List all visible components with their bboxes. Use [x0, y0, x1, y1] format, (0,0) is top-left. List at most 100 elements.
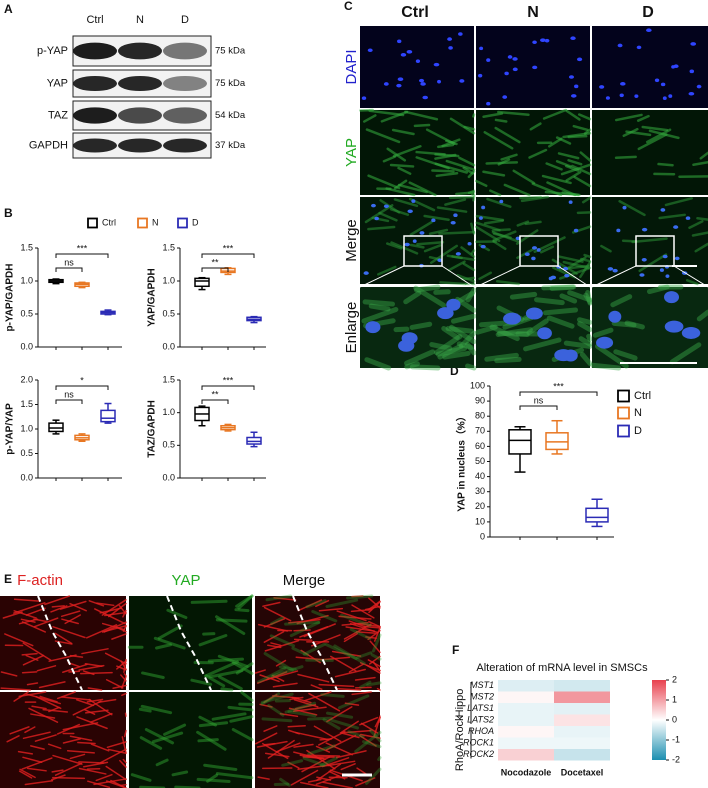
fiber — [153, 636, 186, 650]
nucleus — [568, 200, 573, 204]
fiber — [284, 701, 317, 714]
nucleus — [512, 67, 518, 72]
fiber — [622, 127, 639, 138]
zoom-box — [635, 235, 675, 267]
nucleus — [689, 69, 695, 74]
fiber — [315, 599, 330, 608]
fiber — [369, 640, 381, 654]
fiber — [198, 721, 229, 728]
nucleus — [437, 307, 454, 320]
zoom-line — [441, 265, 475, 288]
fiber — [54, 640, 73, 645]
nucleus — [524, 252, 530, 257]
fiber — [435, 345, 468, 357]
nucleus — [374, 216, 379, 221]
fiber — [325, 734, 357, 751]
fiber — [592, 327, 614, 338]
nucleus — [422, 95, 428, 100]
fiber — [19, 768, 36, 779]
fiber — [22, 654, 45, 666]
fiber — [100, 748, 127, 764]
fiber — [22, 642, 52, 661]
fiber — [197, 738, 219, 743]
fiber — [155, 643, 172, 650]
heatmap-cell — [554, 749, 610, 761]
nucleus — [503, 312, 522, 325]
fiber — [79, 671, 113, 675]
nucleus — [437, 79, 442, 84]
fiber — [4, 633, 34, 647]
fiber — [579, 351, 593, 367]
fiber — [299, 781, 329, 788]
fiber — [368, 303, 391, 312]
fiber — [325, 742, 353, 756]
y-tick-label: 50 — [475, 456, 485, 466]
blot-band — [163, 138, 207, 153]
size-label: 75 kDa — [215, 78, 246, 89]
fiber — [446, 254, 463, 260]
fiber — [590, 362, 622, 371]
row-label: DAPI — [343, 49, 360, 84]
colorbar-tick-label: 1 — [672, 694, 677, 704]
nucleus — [515, 236, 521, 241]
fiber — [318, 730, 346, 746]
nucleus — [486, 58, 491, 62]
fiber — [614, 113, 643, 122]
fiber — [231, 728, 254, 742]
significance-label: *** — [553, 381, 564, 391]
fiber — [306, 749, 336, 770]
fiber — [549, 284, 577, 292]
fiber — [362, 740, 382, 749]
column-label: Nocodazole — [501, 767, 552, 777]
nucleus — [696, 84, 702, 89]
fiber — [77, 741, 96, 745]
nucleus — [455, 252, 461, 256]
fiber — [51, 769, 64, 773]
fiber — [6, 735, 20, 743]
fiber — [696, 309, 708, 322]
fiber — [438, 230, 476, 235]
fiber — [120, 674, 127, 682]
fiber — [333, 644, 366, 665]
nucleus — [617, 43, 623, 48]
fiber — [435, 172, 459, 178]
fiber — [541, 284, 575, 291]
fiber — [123, 729, 127, 738]
fiber — [577, 321, 593, 333]
nucleus — [419, 78, 425, 83]
heatmap-cell — [498, 680, 554, 692]
fiber — [437, 343, 464, 360]
fiber — [290, 769, 319, 786]
zoom-line — [591, 265, 637, 288]
fiber — [429, 244, 459, 264]
blot-band — [118, 42, 162, 60]
fiber — [526, 318, 549, 336]
nucleus — [616, 228, 621, 233]
fiber — [520, 195, 549, 203]
fiber — [260, 692, 281, 706]
significance-label: ns — [64, 257, 74, 267]
fiber — [366, 664, 381, 674]
fiber — [339, 731, 360, 739]
fiber — [293, 743, 314, 748]
blot-band — [163, 107, 207, 124]
blot-band — [163, 75, 207, 92]
fiber — [263, 652, 294, 672]
fiber — [263, 693, 278, 704]
legend-label: Ctrl — [102, 217, 116, 227]
fiber — [483, 131, 514, 150]
fiber — [340, 720, 359, 733]
fiber — [645, 128, 672, 144]
fiber — [275, 659, 287, 667]
fiber — [434, 162, 468, 174]
fiber — [337, 694, 370, 710]
fiber — [293, 638, 313, 642]
fiber — [392, 144, 422, 158]
fiber — [84, 709, 109, 714]
fiber — [327, 760, 356, 767]
fiber — [359, 108, 374, 112]
fiber — [391, 128, 415, 136]
nucleus — [654, 78, 660, 83]
nucleus — [662, 96, 667, 101]
fiber — [325, 711, 354, 719]
